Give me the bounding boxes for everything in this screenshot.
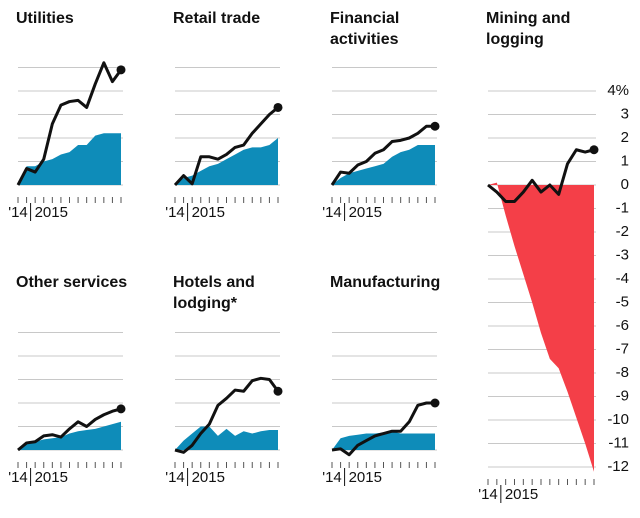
x-tick-label: 2015 bbox=[505, 486, 538, 503]
y-tick-label: 4% bbox=[607, 82, 629, 99]
x-tick-label: 2015 bbox=[349, 469, 382, 486]
x-tick-label: 2015 bbox=[35, 204, 68, 221]
end-dot bbox=[589, 145, 599, 155]
x-tick-label: '14 bbox=[322, 469, 342, 486]
x-tick-label: '14 bbox=[165, 204, 185, 221]
area bbox=[18, 421, 121, 450]
line bbox=[16, 61, 123, 186]
y-tick-label: -1 bbox=[616, 199, 629, 216]
panel-title: Mining and logging bbox=[486, 10, 571, 48]
line bbox=[487, 148, 595, 203]
panel-title: Hotels and lodging* bbox=[173, 274, 255, 312]
x-tick-label: 2015 bbox=[349, 204, 382, 221]
area bbox=[175, 138, 278, 185]
end-dot bbox=[430, 121, 440, 131]
y-tick-label: -5 bbox=[616, 293, 629, 310]
y-tick-label: -12 bbox=[607, 458, 629, 475]
y-tick-label: 2 bbox=[621, 129, 629, 146]
y-tick-label: -6 bbox=[616, 317, 629, 334]
y-tick-label: -2 bbox=[616, 223, 629, 240]
y-tick-label: -11 bbox=[608, 434, 629, 451]
panel-title: Manufacturing bbox=[330, 274, 441, 291]
line bbox=[330, 124, 435, 186]
area bbox=[488, 182, 594, 472]
panel-title: Other services bbox=[16, 274, 128, 291]
end-dot bbox=[116, 404, 126, 414]
x-tick-label: 2015 bbox=[192, 469, 225, 486]
x-tick-label: '14 bbox=[478, 486, 498, 503]
panel-title: Financial activities bbox=[330, 10, 400, 48]
y-tick-label: -4 bbox=[616, 270, 629, 287]
x-tick-label: '14 bbox=[8, 204, 28, 221]
x-tick-label: 2015 bbox=[35, 469, 68, 486]
y-tick-label: -10 bbox=[607, 411, 629, 428]
y-tick-label: -8 bbox=[616, 364, 629, 381]
area bbox=[18, 133, 121, 185]
line bbox=[17, 407, 122, 452]
x-tick-label: '14 bbox=[165, 469, 185, 486]
y-tick-label: 3 bbox=[621, 105, 629, 122]
x-tick-label: '14 bbox=[322, 204, 342, 221]
y-tick-label: 0 bbox=[621, 176, 629, 193]
y-tick-label: 1 bbox=[621, 152, 629, 169]
x-tick-label: 2015 bbox=[192, 204, 225, 221]
y-tick-label: -7 bbox=[616, 340, 629, 357]
line bbox=[174, 376, 280, 454]
line bbox=[173, 106, 279, 187]
panel-title: Retail trade bbox=[173, 10, 261, 27]
end-dot bbox=[116, 65, 126, 75]
panel-title: Utilities bbox=[16, 10, 74, 27]
line bbox=[331, 401, 435, 457]
area bbox=[332, 145, 435, 185]
x-tick-label: '14 bbox=[8, 469, 28, 486]
end-dot bbox=[273, 386, 283, 396]
y-tick-label: -9 bbox=[616, 387, 629, 404]
y-tick-label: -3 bbox=[616, 246, 629, 263]
end-dot bbox=[430, 398, 440, 408]
end-dot bbox=[273, 102, 283, 112]
